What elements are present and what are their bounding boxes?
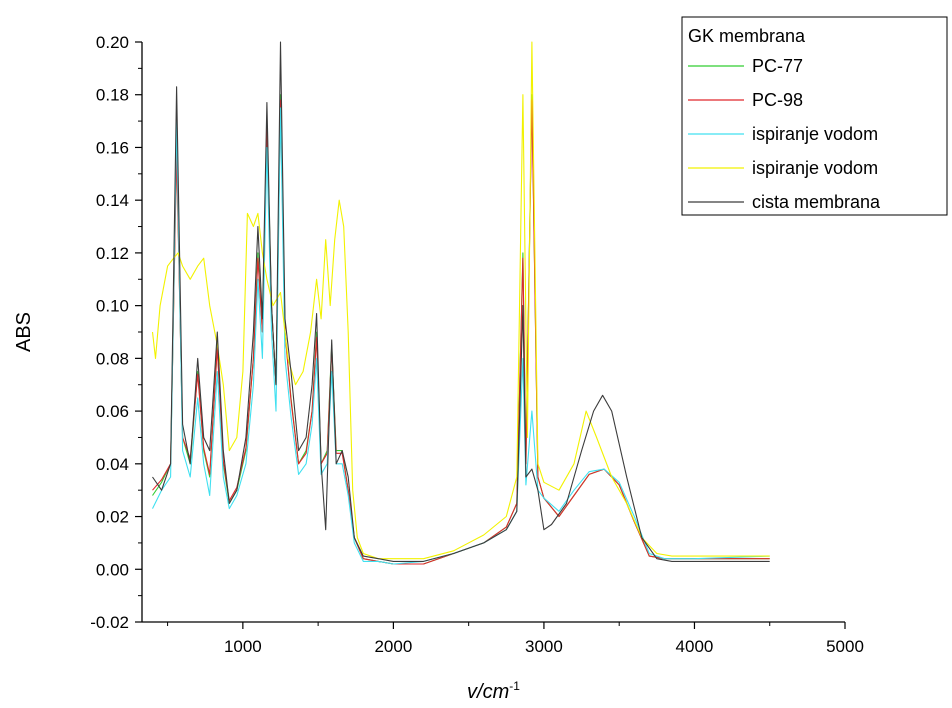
legend-label-4: ispiranje vodom [752,158,878,178]
y-tick-label: 0.10 [96,297,129,316]
x-axis-title-main: v/cm [467,681,509,703]
legend-label-5: cista membrana [752,192,881,212]
series-line-1 [152,94,770,565]
series-line-5 [152,41,770,562]
series-line-4 [151,41,770,560]
legend-label-3: ispiranje vodom [752,124,878,144]
x-tick-label: 5000 [826,637,864,656]
legend-box [681,16,948,216]
x-tick-label: 4000 [676,637,714,656]
y-axis-title: ABS [13,312,35,352]
y-tick-label: 0.00 [96,560,129,579]
series-line-3 [152,107,770,565]
legend-label-2: PC-98 [752,90,803,110]
y-tick-label: 0.08 [96,349,129,368]
x-axis-title-superscript: -1 [509,679,520,693]
series-line-2 [152,99,770,565]
y-tick-label: 0.06 [96,402,129,421]
legend-items: PC-77 PC-98 ispiranje vodom ispiranje vodom… [688,56,881,212]
x-tick-label: 2000 [374,637,412,656]
x-tick-label: 3000 [525,637,563,656]
y-tick-label: 0.04 [96,455,129,474]
x-axis-title: v/cm-1 [467,679,520,703]
x-tick-label: 1000 [224,637,262,656]
y-tick-label: 0.18 [96,86,129,105]
legend-label-1: PC-77 [752,56,803,76]
y-tick-label: 0.12 [96,244,129,263]
y-tick-label: 0.02 [96,508,129,527]
legend: GK membrana PC-77 PC-98 ispiranje vodom isp… [681,16,948,216]
legend-title: GK membrana [688,26,806,46]
y-tick-label: 0.14 [96,191,129,210]
y-tick-label: 0.16 [96,138,129,157]
y-tick-label: -0.02 [90,613,129,632]
ticks-layer: 1000 2000 3000 4000 5000 -0.02 0.00 0.02 0.04 0.0… [90,33,864,656]
series-layer [151,41,770,565]
y-tick-label: 0.20 [96,33,129,52]
